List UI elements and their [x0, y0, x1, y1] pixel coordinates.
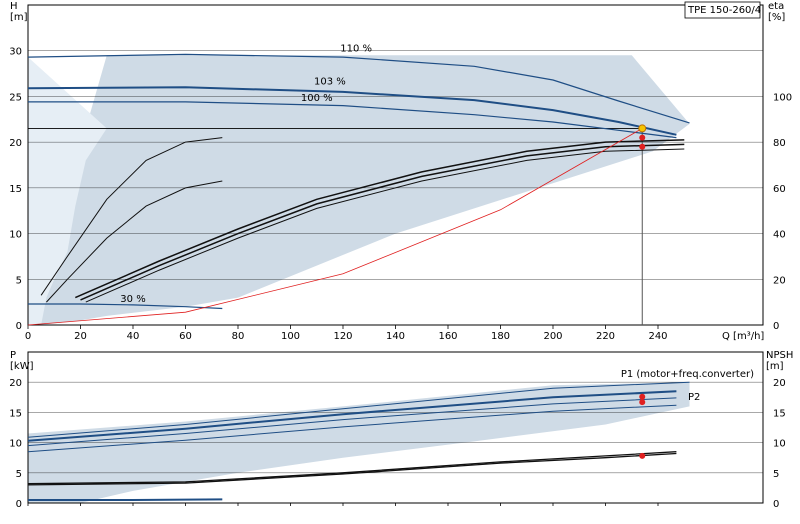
efficiency-curve — [75, 139, 685, 299]
duty-point-efficiency — [639, 134, 646, 141]
y-tick-label-left: 0 — [16, 321, 22, 332]
x-tick-label: 120 — [333, 331, 352, 342]
curve-label-110: 110 % — [340, 44, 372, 55]
head-curve — [27, 86, 677, 136]
y-tick-label-right-bottom: 15 — [773, 408, 786, 419]
npsh-curve — [27, 452, 677, 486]
y-tick-label-right-bottom: 20 — [773, 378, 786, 389]
y-tick-label-left-bottom: 20 — [9, 378, 22, 389]
power-curve — [27, 404, 677, 453]
system-curve — [27, 128, 643, 326]
curve-label-100: 100 % — [301, 93, 333, 104]
axis-label-NPSH: NPSH — [766, 350, 793, 361]
label-P1: P1 (motor+freq.converter) — [621, 369, 754, 380]
axis-label-eta: eta — [768, 1, 784, 12]
y-tick-label-left: 20 — [9, 138, 22, 149]
model-label-box — [684, 1, 761, 19]
duty-point-power — [639, 452, 646, 459]
duty-point-efficiency — [639, 143, 646, 150]
curve-label-30: 30 % — [120, 294, 145, 305]
y-tick-label-right: 40 — [773, 230, 786, 241]
power-curve — [27, 381, 690, 438]
x-tick-label: 200 — [543, 331, 562, 342]
axis-label-H: [m] — [10, 12, 28, 23]
efficiency-curve — [85, 148, 685, 303]
operating-range-band — [41, 55, 690, 326]
y-tick-label-right: 0 — [773, 321, 779, 332]
x-tick-label: 160 — [438, 331, 457, 342]
head-curve — [28, 101, 677, 139]
x-tick-label: 220 — [596, 331, 615, 342]
duty-point-power — [639, 399, 646, 406]
efficiency-curve — [46, 180, 223, 303]
power-curve-min — [28, 498, 223, 501]
axis-label-H: H — [10, 1, 18, 12]
power-curve — [27, 397, 677, 447]
axis-label-P: [kW] — [10, 361, 34, 372]
x-tick-label: 40 — [127, 331, 140, 342]
axis-label-NPSH: [m] — [766, 361, 784, 372]
x-tick-label: 0 — [25, 331, 31, 342]
y-tick-label-right-bottom: 10 — [773, 439, 786, 450]
x-tick-label: 20 — [74, 331, 87, 342]
y-tick-label-left-bottom: 10 — [9, 439, 22, 450]
head-curve — [28, 303, 223, 310]
x-tick-label: 180 — [491, 331, 510, 342]
duty-point-head — [638, 124, 647, 133]
y-tick-label-left-bottom: 15 — [9, 408, 22, 419]
y-tick-label-right-bottom: 5 — [773, 469, 779, 480]
power-curve — [27, 390, 677, 442]
y-tick-label-left: 10 — [9, 230, 22, 241]
axis-label-P: P — [10, 350, 16, 361]
x-tick-label: 140 — [386, 331, 405, 342]
x-tick-label: 240 — [648, 331, 667, 342]
duty-point-power — [639, 393, 646, 400]
efficiency-curve — [40, 137, 223, 296]
head-curve — [27, 53, 690, 124]
y-tick-label-right-bottom: 0 — [773, 499, 779, 510]
y-tick-label-right: 100 — [773, 92, 792, 103]
axis-label-Q: Q [m³/h] — [722, 331, 764, 342]
y-tick-label-left-bottom: 5 — [16, 469, 22, 480]
y-tick-label-left: 5 — [16, 275, 22, 286]
x-tick-label: 80 — [232, 331, 245, 342]
y-tick-label-left: 25 — [9, 92, 22, 103]
y-tick-label-right: 60 — [773, 184, 786, 195]
axis-label-eta: [%] — [768, 12, 785, 23]
y-tick-label-right: 20 — [773, 275, 786, 286]
npsh-curve — [27, 451, 677, 485]
x-tick-label: 60 — [179, 331, 192, 342]
y-tick-label-left-bottom: 0 — [16, 499, 22, 510]
operating-range-band-light — [28, 57, 107, 325]
curve-label-103: 103 % — [314, 77, 346, 88]
y-tick-label-right: 80 — [773, 138, 786, 149]
efficiency-curve — [80, 143, 685, 301]
label-P2: P2 — [688, 392, 700, 403]
y-tick-label-left: 30 — [9, 47, 22, 58]
x-tick-label: 100 — [281, 331, 300, 342]
model-label: TPE 150-260/4 — [687, 5, 761, 16]
y-tick-label-left: 15 — [9, 184, 22, 195]
